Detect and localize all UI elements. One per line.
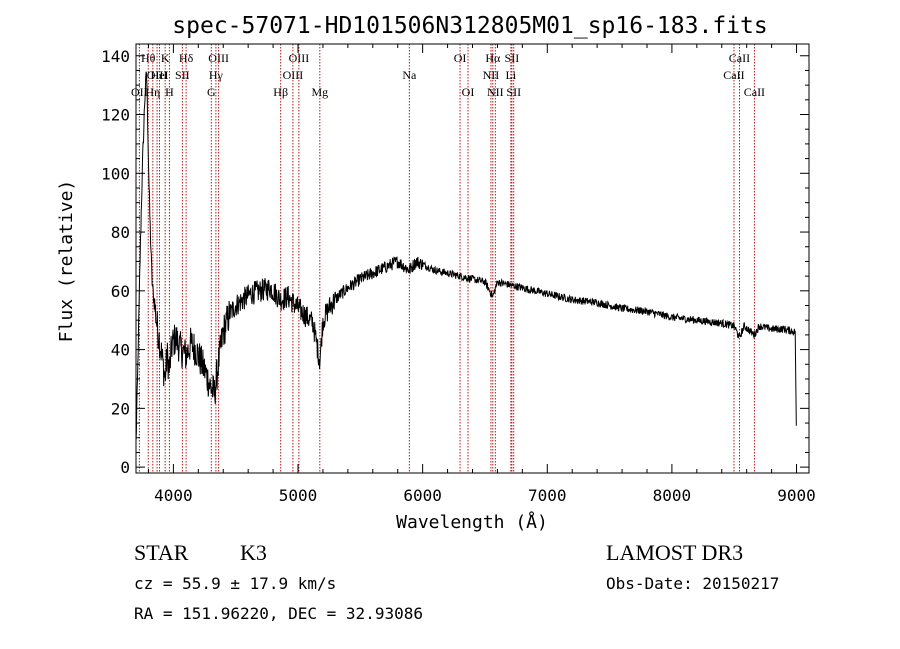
plot-frame — [135, 43, 810, 474]
chart-title: spec-57071-HD101506N312805M01_sp16-183.f… — [172, 13, 767, 39]
feature-label: Na — [402, 68, 417, 82]
feature-label: Mg — [311, 85, 328, 99]
y-axis-ticks: 0 20 40 60 80 100 120 140 — [101, 47, 809, 477]
flux-series-line — [135, 71, 797, 441]
spectral-feature-labels: OIIHθHηOIIIHeIKHSIIHδGHγOIIIHβOIIIOIIIMg… — [131, 51, 765, 99]
feature-label: CaII — [729, 51, 750, 65]
feature-label: H — [165, 85, 174, 99]
x-axis-label: Wavelength (Å) — [396, 511, 548, 533]
feature-label: NII — [483, 68, 500, 82]
y-tick-label: 120 — [101, 106, 130, 125]
y-tick-label: 80 — [111, 223, 130, 242]
spectral-feature-lines — [138, 44, 755, 473]
x-tick-label: 9000 — [777, 486, 816, 505]
feature-label: Hβ — [273, 85, 288, 99]
y-tick-label: 0 — [120, 458, 130, 477]
feature-label: SII — [175, 68, 190, 82]
feature-label: OIII — [289, 51, 310, 65]
feature-label: Hγ — [209, 68, 224, 82]
y-tick-label: 140 — [101, 47, 130, 66]
object-subclass: K3 — [240, 540, 267, 565]
x-tick-label: 7000 — [528, 486, 567, 505]
feature-label: HeI — [151, 68, 169, 82]
x-tick-label: 4000 — [154, 486, 193, 505]
feature-label: G — [207, 85, 216, 99]
feature-label: Hη — [145, 85, 160, 99]
feature-label: OIII — [208, 51, 229, 65]
feature-label: Hθ — [141, 51, 156, 65]
survey-name: LAMOST DR3 — [606, 540, 743, 565]
feature-label: Hα — [485, 51, 501, 65]
obs-date-text: Obs-Date: 20150217 — [606, 574, 779, 593]
feature-label: OII — [131, 85, 148, 99]
coords-text: RA = 151.96220, DEC = 32.93086 — [134, 604, 423, 623]
feature-label: CaII — [723, 68, 744, 82]
feature-label: SII — [506, 85, 521, 99]
x-tick-label: 8000 — [653, 486, 692, 505]
feature-label: CaII — [744, 85, 765, 99]
feature-label: SII — [505, 51, 520, 65]
object-class: STAR — [134, 540, 189, 565]
feature-label: OIII — [147, 68, 168, 82]
y-tick-label: 40 — [111, 341, 130, 360]
feature-label: K — [161, 51, 170, 65]
y-tick-label: 60 — [111, 282, 130, 301]
feature-label: Li — [506, 68, 517, 82]
y-tick-label: 20 — [111, 399, 130, 418]
redshift-text: cz = 55.9 ± 17.9 km/s — [134, 574, 336, 593]
feature-label: NII — [487, 85, 504, 99]
feature-label: OI — [462, 85, 475, 99]
x-axis-ticks: 4000 5000 6000 7000 8000 9000 — [147, 44, 816, 505]
feature-label: OI — [454, 51, 467, 65]
y-axis-label: Flux (relative) — [56, 180, 77, 343]
x-tick-label: 6000 — [403, 486, 442, 505]
feature-label: Hδ — [179, 51, 194, 65]
feature-label: OIII — [283, 68, 304, 82]
y-tick-label: 100 — [101, 164, 130, 183]
x-tick-label: 5000 — [279, 486, 318, 505]
